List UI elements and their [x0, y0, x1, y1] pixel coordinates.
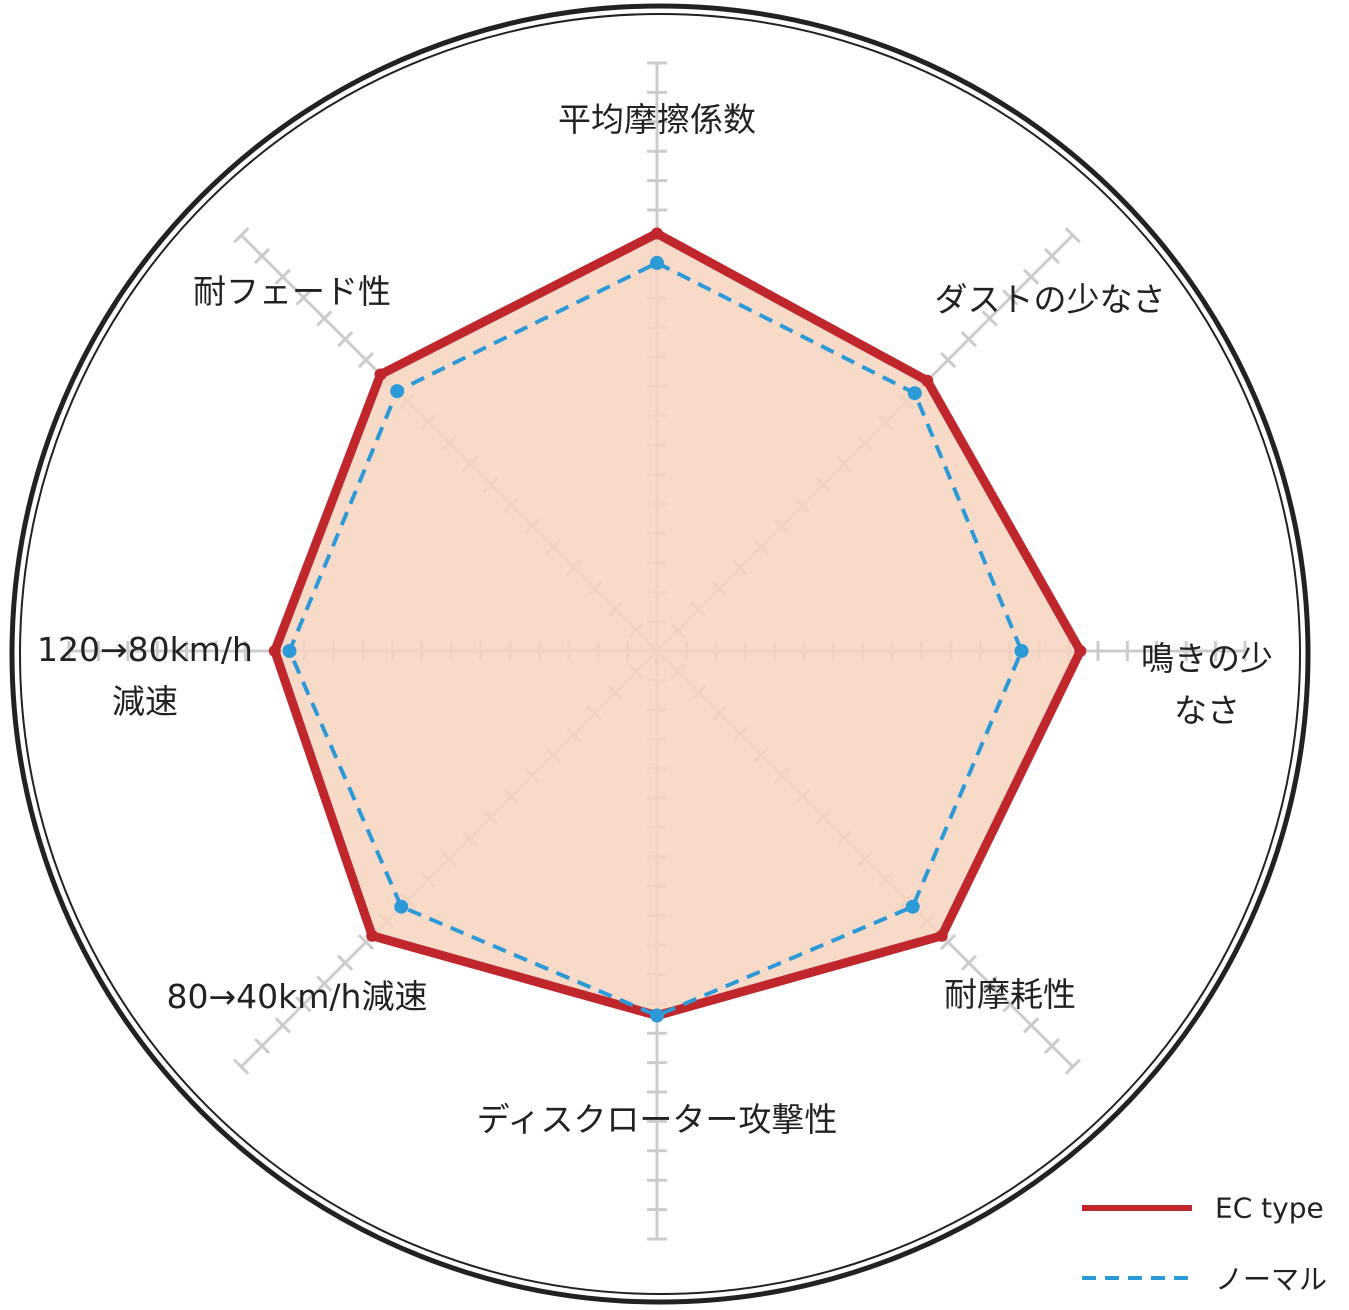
category-label: 鳴きの少なさ: [1141, 639, 1273, 730]
point: [650, 255, 664, 270]
tick-mark: [1002, 289, 1019, 306]
category-label: 平均摩擦係数: [558, 100, 756, 139]
tick-mark: [1023, 268, 1040, 285]
legend-label: ノーマル: [1215, 1263, 1328, 1296]
outer-ring: [9, 3, 1311, 1305]
tick-mark: [939, 351, 957, 369]
tick-mark: [1064, 227, 1081, 244]
tick-mark: [337, 331, 354, 348]
point: [921, 374, 934, 387]
tick-mark: [274, 1017, 291, 1034]
tick-mark: [981, 975, 998, 992]
point: [650, 1008, 664, 1023]
point: [1074, 645, 1087, 657]
category-label: 耐フェード性: [193, 272, 391, 311]
tick-mark: [1043, 247, 1061, 265]
tick-mark: [233, 227, 250, 244]
tick-mark: [316, 975, 333, 992]
point: [905, 899, 920, 914]
point: [374, 368, 387, 381]
tick-mark: [357, 933, 375, 951]
legend-label: EC type: [1215, 1191, 1324, 1225]
tick-mark: [357, 351, 375, 369]
tick-mark: [960, 954, 977, 971]
tick-mark: [295, 289, 312, 306]
tick-mark: [253, 247, 271, 265]
category-label: 120→80km/h 減速: [37, 630, 253, 721]
tick-mark: [233, 1058, 250, 1075]
category-label: ディスクローター攻撃性: [476, 1100, 838, 1139]
point: [390, 384, 405, 399]
inner-ring: [19, 13, 1301, 1295]
category-label: 耐摩耗性: [944, 975, 1076, 1014]
tick-mark: [1023, 1017, 1040, 1034]
tick-mark: [274, 268, 291, 285]
tick-mark: [337, 954, 354, 971]
tick-mark: [1002, 996, 1019, 1013]
category-label: ダストの少なさ: [934, 280, 1166, 319]
series-line: [287, 260, 1024, 1018]
tick-mark: [939, 933, 957, 951]
tick-mark: [253, 1037, 271, 1055]
point: [282, 644, 297, 658]
tick-mark: [960, 331, 977, 348]
tick-mark: [981, 310, 998, 327]
tick-mark: [1064, 1058, 1081, 1075]
tick-mark: [316, 310, 333, 327]
point: [1014, 644, 1029, 658]
point: [394, 899, 409, 914]
point: [907, 386, 922, 401]
point: [935, 929, 948, 942]
tick-mark: [1043, 1037, 1061, 1055]
point: [651, 227, 663, 240]
category-label: 80→40km/h減速: [166, 977, 428, 1016]
tick-mark: [295, 996, 312, 1013]
point: [268, 645, 281, 657]
point: [366, 929, 379, 942]
